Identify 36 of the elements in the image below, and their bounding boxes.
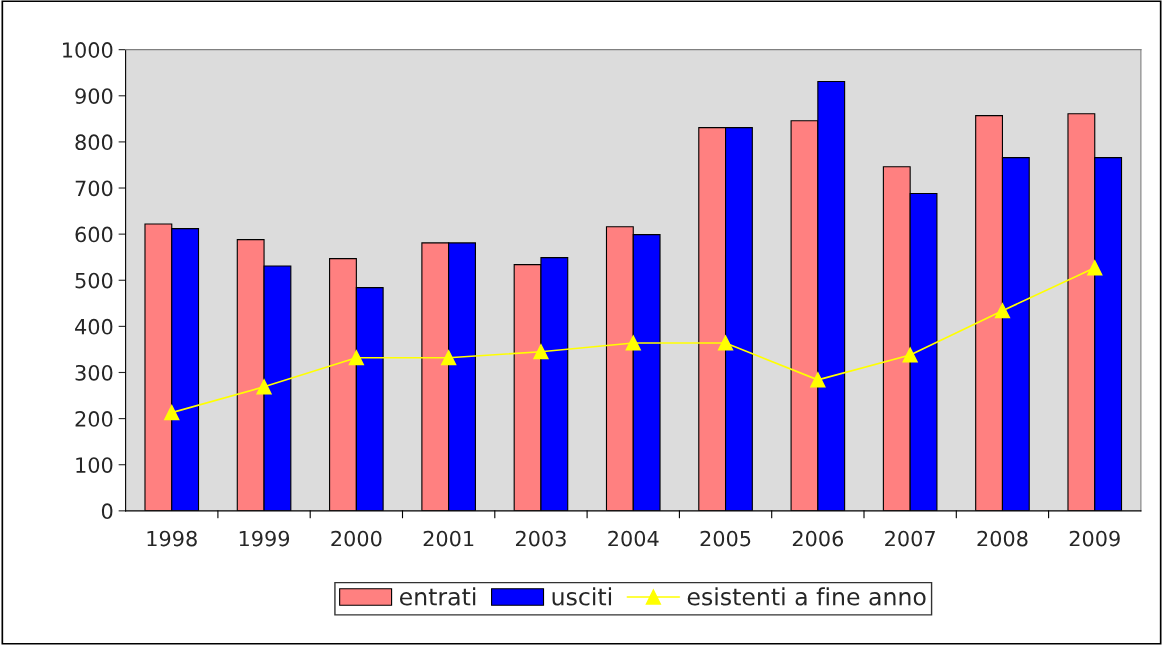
y-tick-label: 200: [75, 411, 113, 427]
legend-label: entrati: [399, 587, 476, 606]
y-tick-label: 400: [75, 318, 113, 335]
x-tick-label: 2000: [331, 530, 382, 547]
y-tick-label: 800: [75, 134, 113, 151]
y-tick-label: 500: [75, 272, 113, 289]
point: [994, 303, 1011, 319]
point: [625, 335, 641, 351]
point: [164, 404, 180, 421]
point: [1087, 260, 1103, 276]
point: [256, 379, 272, 395]
y-tick-label: 600: [75, 226, 113, 243]
y-tick-label: 900: [75, 88, 113, 104]
legend-label: usciti: [552, 587, 612, 606]
point: [717, 335, 734, 351]
x-tick-label: 1999: [239, 530, 290, 547]
x-tick-label: 2004: [608, 530, 659, 547]
x-tick-label: 2008: [977, 530, 1028, 547]
x-tick-label: 2007: [885, 530, 935, 547]
y-tick-label: 700: [75, 180, 113, 197]
y-tick-label: 300: [75, 364, 113, 381]
x-tick-label: 2001: [423, 530, 474, 547]
x-tick-label: 2005: [700, 530, 751, 547]
x-tick-label: 1998: [147, 530, 197, 547]
point: [533, 344, 549, 360]
legend-label: esistenti a fine anno: [687, 587, 926, 606]
point: [348, 350, 364, 366]
y-tick-label: 100: [76, 457, 113, 473]
x-tick-label: 2003: [515, 530, 566, 547]
y-tick-label: 0: [101, 503, 113, 520]
point: [902, 347, 918, 363]
point: [441, 350, 457, 366]
x-tick-label: 2006: [792, 530, 844, 547]
x-tick-label: 2009: [1069, 530, 1120, 547]
y-tick-label: 1000: [63, 42, 113, 58]
point: [810, 372, 826, 388]
